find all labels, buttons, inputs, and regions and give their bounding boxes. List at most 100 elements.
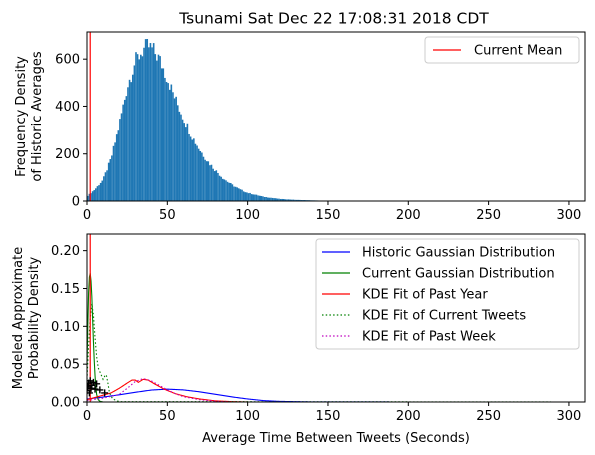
histogram-bar [148, 47, 150, 201]
histogram-bar [103, 176, 105, 201]
histogram-bar [246, 192, 248, 201]
histogram-bar [112, 145, 115, 201]
histogram-bar [281, 198, 283, 201]
histogram-bar [91, 191, 94, 201]
histogram-bar [93, 190, 96, 201]
histogram-bar [127, 87, 129, 201]
histogram-bar [247, 193, 250, 201]
x-tick-label: 200 [396, 409, 421, 424]
histogram-bar [128, 79, 131, 201]
histogram-bar [273, 198, 275, 201]
histogram-bar [176, 105, 179, 201]
series-line [87, 377, 569, 402]
data-point [89, 378, 97, 386]
histogram-bar [122, 104, 124, 201]
histogram-bar [299, 199, 301, 201]
legend-box [315, 238, 580, 350]
histogram-bar [202, 156, 205, 201]
histogram-bar [287, 199, 290, 201]
histogram-bar [209, 165, 211, 201]
histogram-bar [284, 199, 287, 201]
histogram-bar [184, 127, 187, 201]
histogram-bar [183, 123, 185, 201]
histogram-bar [111, 155, 113, 201]
legend-label: KDE Fit of Past Year [362, 288, 488, 303]
histogram-bar [225, 180, 227, 201]
histogram-bar [242, 191, 245, 201]
histogram-bar [221, 178, 224, 201]
histogram-bar [188, 133, 190, 201]
histogram-bar [160, 68, 163, 201]
histogram-bar [165, 81, 168, 201]
y-axis-label: Frequency Density [14, 56, 29, 177]
series-line [87, 378, 569, 402]
histogram-bar [164, 77, 166, 201]
histogram-bar [151, 47, 153, 201]
histogram-bar [274, 198, 277, 201]
histogram-bar [146, 38, 149, 201]
histogram-bar [238, 188, 240, 201]
histogram-bar [207, 161, 210, 201]
histogram-bar [193, 138, 195, 201]
density-panel: 0 50 100 150 200 250 300 0.00 0.05 0.10 0.15 0.20 Mo… [11, 233, 586, 446]
x-tick-label: 50 [159, 208, 176, 223]
x-tick-label: 50 [159, 409, 176, 424]
histogram-bar [125, 96, 128, 201]
histogram-bar [282, 199, 285, 201]
histogram-bar [265, 196, 267, 201]
histogram-bar [239, 189, 242, 201]
y-axis-label: Probability Density [27, 257, 42, 380]
histogram-bar [159, 56, 161, 201]
histogram-bar [106, 170, 108, 201]
histogram-bar [109, 159, 112, 201]
histogram-bar [233, 186, 235, 201]
histogram-bar [213, 171, 216, 201]
histogram-bar [255, 194, 258, 201]
histogram-bar [120, 113, 123, 201]
histogram-bar [96, 186, 99, 201]
histogram-bar [263, 196, 266, 201]
histogram-bar [268, 197, 271, 201]
y-tick-label: 0.05 [51, 358, 80, 373]
histogram-bar [231, 184, 234, 201]
axes-frame [86, 233, 586, 403]
histogram-bar [199, 150, 202, 201]
histogram-bar [223, 179, 226, 201]
histogram-bar [168, 89, 171, 201]
histogram-bar [114, 142, 116, 201]
histogram-bar [117, 130, 120, 201]
histogram-bar [295, 199, 298, 201]
histogram-bar [152, 43, 155, 201]
histogram-bar [191, 139, 194, 201]
histogram-bar [133, 65, 136, 201]
histogram-bar [278, 198, 280, 201]
histogram-bar [98, 185, 100, 201]
data-point [101, 389, 109, 397]
histogram-bar [123, 99, 126, 201]
histogram-bar [210, 164, 213, 201]
histogram-bar [201, 152, 203, 201]
histogram-bar [154, 54, 157, 201]
histogram-bar [136, 54, 139, 201]
histogram-bar [229, 182, 232, 201]
histogram-bar [178, 111, 181, 201]
histogram-bar [88, 193, 91, 201]
histogram-bar [173, 98, 176, 201]
histogram-bar [286, 199, 288, 201]
data-point [96, 386, 104, 394]
histogram-bar [107, 162, 110, 201]
legend-label: Current Gaussian Distribution [362, 267, 555, 282]
histogram-bar [266, 197, 269, 201]
histogram-bar [257, 195, 259, 201]
y-tick-label: 0.20 [51, 244, 80, 259]
histogram-bar [218, 175, 221, 201]
histogram-bar [180, 114, 182, 201]
data-point [87, 377, 94, 385]
y-tick-label: 600 [55, 53, 80, 68]
histogram-bar [181, 119, 184, 201]
histogram-bar [115, 134, 118, 201]
histogram-bar [258, 195, 261, 201]
histogram-bar [95, 188, 97, 201]
data-point [91, 385, 99, 393]
histogram-bar [149, 43, 152, 201]
